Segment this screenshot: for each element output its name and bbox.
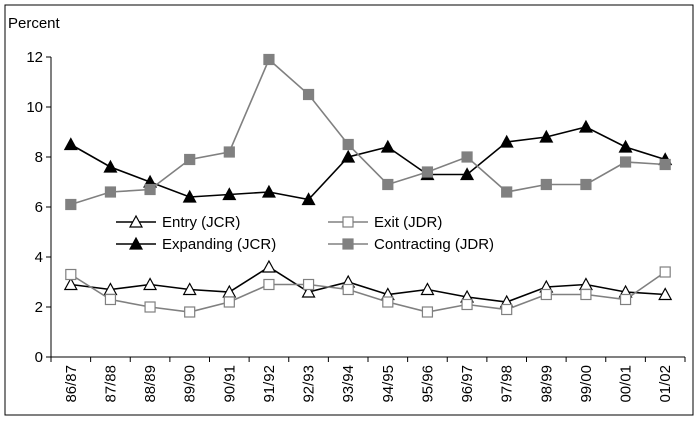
legend-label: Contracting (JDR) <box>374 236 494 253</box>
marker <box>540 178 552 191</box>
y-tick-label: 0 <box>35 349 43 366</box>
y-tick-label: 12 <box>26 49 43 66</box>
y-tick-label: 8 <box>35 149 43 166</box>
y-tick-label: 4 <box>35 249 43 266</box>
x-tick-label: 86/87 <box>63 365 80 403</box>
marker <box>263 53 275 66</box>
marker <box>421 166 434 178</box>
legend-label: Entry (JCR) <box>162 214 240 231</box>
marker <box>302 278 315 291</box>
legend-label: Exit (JDR) <box>374 214 442 231</box>
x-tick-label: 99/00 <box>578 365 595 403</box>
marker <box>540 288 552 301</box>
marker <box>461 151 473 163</box>
marker <box>619 156 632 168</box>
x-tick-label: 89/90 <box>182 365 199 403</box>
marker <box>380 139 395 153</box>
legend-label: Expanding (JCR) <box>162 236 276 253</box>
series <box>63 259 673 308</box>
marker <box>223 296 235 308</box>
marker <box>342 283 354 296</box>
marker <box>182 282 197 296</box>
x-tick-label: 96/97 <box>459 365 476 403</box>
x-tick-label: 93/94 <box>340 365 357 403</box>
marker <box>539 129 554 143</box>
x-tick-label: 92/93 <box>301 365 318 403</box>
marker <box>65 268 77 281</box>
x-tick-label: 97/98 <box>499 365 516 403</box>
x-tick-label: 87/88 <box>102 365 119 403</box>
marker <box>144 301 156 313</box>
marker <box>421 306 434 318</box>
marker <box>128 236 144 250</box>
marker <box>222 187 237 201</box>
series <box>63 119 673 206</box>
y-tick-label: 2 <box>35 299 43 316</box>
marker <box>263 278 275 291</box>
marker <box>420 282 435 296</box>
marker <box>63 137 78 151</box>
marker <box>63 277 78 291</box>
marker <box>261 259 276 273</box>
y-tick-label: 10 <box>26 99 43 116</box>
marker <box>659 266 671 278</box>
legend: Entry (JCR) Exit (JDR) Expanding (JCR) Cont… <box>116 214 494 253</box>
marker <box>143 277 158 291</box>
marker <box>128 214 144 228</box>
marker <box>460 167 475 181</box>
series <box>65 53 671 211</box>
marker <box>103 159 118 173</box>
marker <box>501 186 513 198</box>
x-tick-label: 91/92 <box>261 365 278 403</box>
x-tick-label: 90/91 <box>221 365 238 403</box>
series-line <box>70 271 666 313</box>
y-axis-label: Percent <box>8 15 61 32</box>
x-tick-label: 98/99 <box>538 365 555 403</box>
x-tick-label: 00/01 <box>618 365 635 403</box>
marker <box>501 303 513 316</box>
x-tick-label: 88/89 <box>142 365 159 403</box>
marker <box>580 288 592 301</box>
marker <box>580 178 592 191</box>
marker <box>619 293 632 306</box>
marker <box>301 192 316 206</box>
marker <box>461 298 473 311</box>
series <box>65 266 671 318</box>
x-tick-label: 01/02 <box>657 365 674 403</box>
marker <box>261 184 276 198</box>
marker <box>382 178 394 191</box>
series-line <box>70 126 666 201</box>
marker <box>499 134 514 148</box>
marker <box>302 88 315 101</box>
marker <box>342 138 354 151</box>
marker <box>104 186 117 198</box>
series-line <box>70 58 666 206</box>
marker <box>223 146 235 158</box>
marker <box>65 198 77 211</box>
marker <box>182 189 197 203</box>
marker <box>301 284 316 298</box>
x-tick-label: 94/95 <box>380 365 397 403</box>
marker <box>341 149 356 163</box>
marker <box>342 238 354 250</box>
marker <box>659 158 671 171</box>
marker <box>618 139 633 153</box>
marker <box>144 183 156 196</box>
series-line <box>70 266 666 303</box>
marker <box>184 306 196 318</box>
marker <box>658 287 673 301</box>
y-tick-label: 6 <box>35 199 43 216</box>
marker <box>578 119 593 133</box>
marker <box>342 216 354 228</box>
marker <box>184 153 196 166</box>
frame <box>4 4 694 416</box>
marker <box>382 296 394 308</box>
marker <box>104 293 117 306</box>
x-tick-label: 95/96 <box>419 365 436 403</box>
